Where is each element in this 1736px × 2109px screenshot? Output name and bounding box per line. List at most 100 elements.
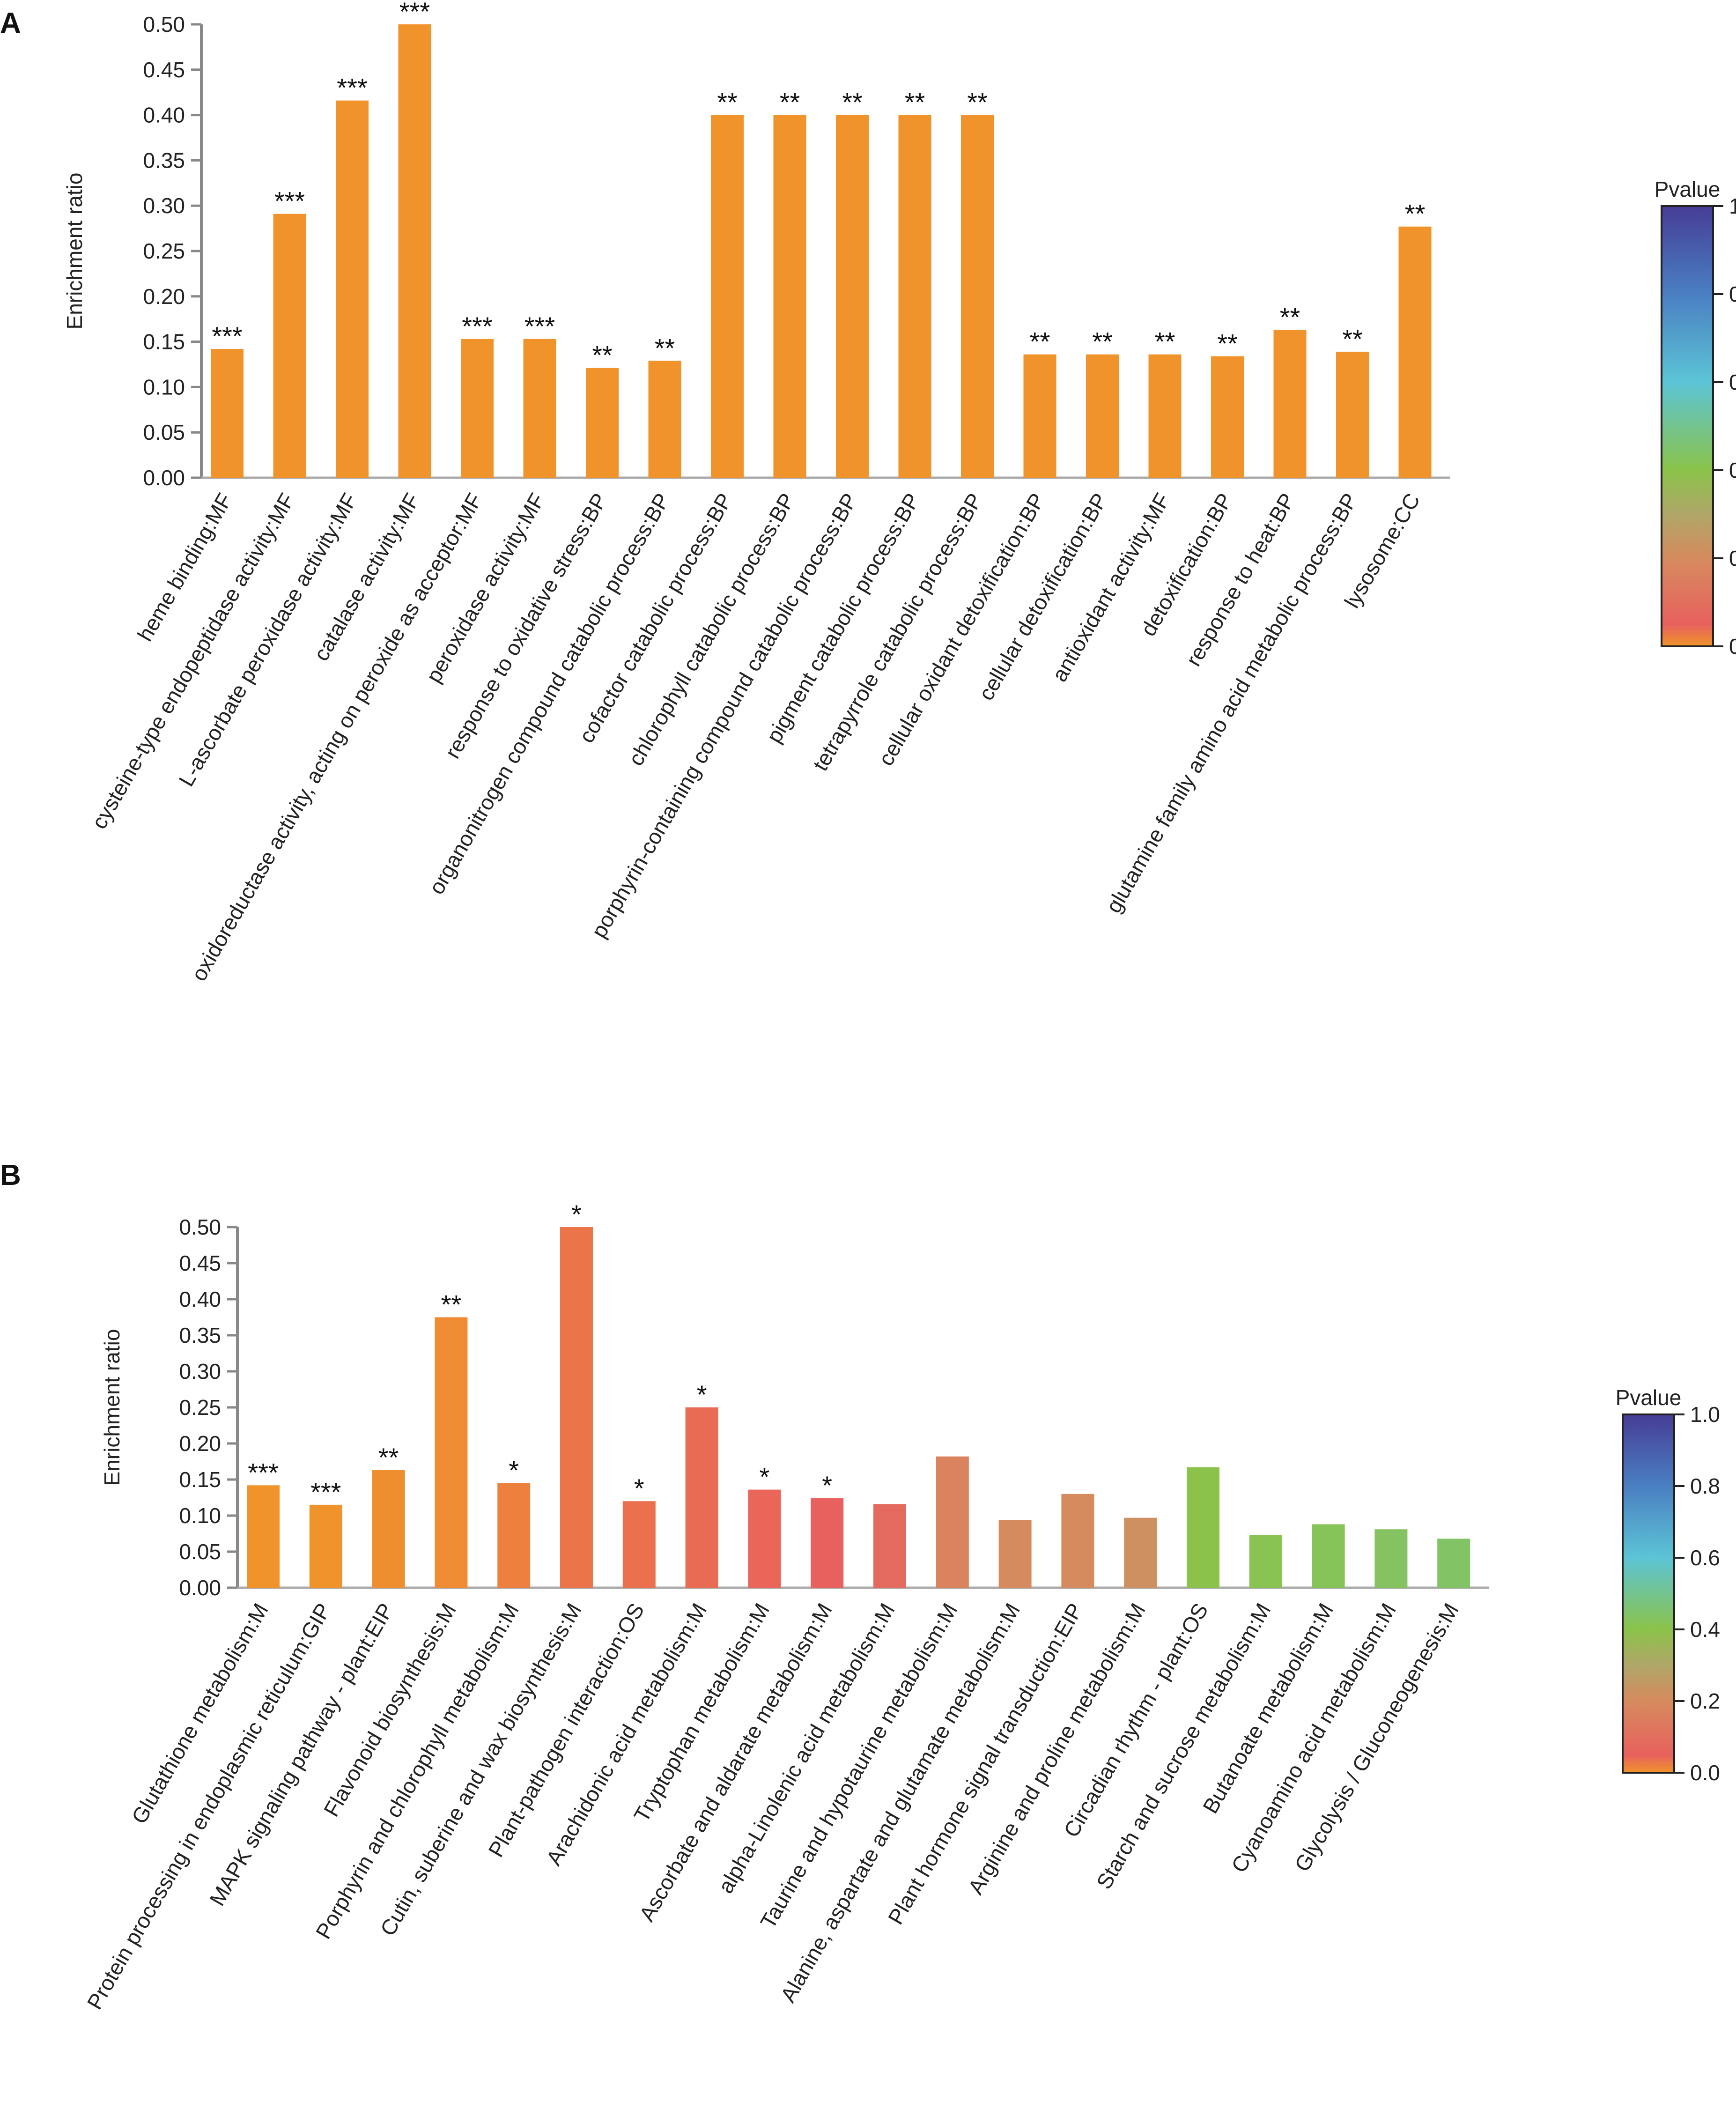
significance-label: ** (780, 88, 800, 117)
y-tick-label: 0.25 (143, 239, 185, 263)
colorbar-tick-label: 0.0 (1690, 1761, 1720, 1785)
category-label: antioxidant activity:MF (1047, 489, 1175, 686)
significance-label: *** (399, 0, 430, 26)
colorbar-tick-label: 0.8 (1690, 1474, 1720, 1498)
significance-label: ** (592, 340, 613, 370)
bar (998, 1520, 1032, 1588)
category-label: organonitrogen compound catabolic proces… (424, 489, 674, 898)
colorbar-tick-label: 0.8 (1729, 282, 1736, 306)
colorbar-tick-label: 1.0 (1729, 194, 1736, 218)
colorbar-tick-label: 1.0 (1690, 1402, 1720, 1427)
significance-label: *** (462, 311, 492, 341)
bar (1086, 354, 1119, 478)
bar (1187, 1467, 1219, 1588)
significance-label: ** (441, 1290, 462, 1319)
category-label: Protein processing in endoplasmic reticu… (82, 1599, 335, 2013)
bar (586, 368, 619, 478)
colorbar (1661, 205, 1714, 647)
bar (1437, 1539, 1470, 1588)
bar (748, 1489, 781, 1588)
colorbar-tick-label: 0.2 (1690, 1689, 1720, 1713)
significance-label: ** (1155, 327, 1175, 356)
significance-label: *** (274, 186, 305, 216)
y-tick-label: 0.15 (179, 1467, 221, 1492)
bar (898, 115, 931, 478)
bar (435, 1317, 468, 1588)
y-tick-label: 0.10 (143, 375, 185, 399)
y-axis-label: Enrichment ratio (100, 1329, 124, 1486)
y-tick-label: 0.40 (143, 103, 185, 127)
y-tick-label: 0.50 (179, 1215, 221, 1239)
significance-label: * (571, 1199, 582, 1229)
significance-label: ** (1217, 329, 1238, 358)
bar (398, 24, 431, 478)
significance-label: * (697, 1380, 707, 1409)
y-tick-label: 0.00 (179, 1576, 221, 1600)
bar (1211, 356, 1244, 478)
y-tick-label: 0.10 (179, 1503, 221, 1528)
category-label: peroxidase activity:MF (421, 489, 549, 687)
bar (685, 1407, 718, 1588)
panel-b: B 0.00 0.05 0.10 0.15 0.20 0.25 0.30 0.35 0.40 0.4… (0, 1159, 1720, 2013)
colorbar-title: Pvalue (1616, 1385, 1682, 1410)
y-tick-label: 0.35 (143, 148, 185, 172)
category-label: response to heat:BP (1181, 489, 1300, 670)
bar (1148, 354, 1182, 478)
significance-label: ** (1342, 324, 1363, 354)
panel-letter: B (0, 1159, 21, 1191)
colorbar-tick-label: 0.6 (1690, 1546, 1720, 1570)
colorbar-tick-label: 0.6 (1729, 370, 1736, 394)
colorbar-tick-label: 0.2 (1729, 546, 1736, 570)
colorbar-title: Pvalue (1655, 177, 1721, 201)
y-tick-label: 0.45 (179, 1251, 221, 1275)
significance-label: ** (1092, 327, 1113, 356)
bar (1061, 1494, 1094, 1588)
bar (1398, 226, 1432, 478)
significance-label: *** (337, 73, 367, 103)
significance-label: * (634, 1473, 644, 1503)
significance-label: ** (967, 88, 988, 117)
colorbar-tick-label: 0.4 (1729, 458, 1736, 482)
significance-label: * (760, 1462, 770, 1492)
significance-label: ** (905, 88, 925, 117)
y-axis-label: Enrichment ratio (62, 173, 87, 330)
significance-label: ** (1405, 199, 1426, 229)
bar (711, 115, 744, 478)
significance-label: ** (842, 88, 863, 117)
bar (461, 339, 494, 478)
bar (309, 1504, 342, 1588)
y-tick-label: 0.35 (179, 1323, 221, 1347)
bar (560, 1227, 593, 1588)
bar (811, 1498, 844, 1588)
bar (1124, 1517, 1157, 1588)
bar (211, 349, 244, 478)
y-tick-label: 0.20 (179, 1431, 221, 1456)
y-tick-label: 0.15 (143, 330, 185, 354)
y-tick-label: 0.00 (143, 466, 185, 490)
category-label: Alanine, aspartate and glutamate metabol… (776, 1599, 1025, 2006)
y-tick-label: 0.05 (143, 420, 185, 444)
bar (961, 115, 994, 478)
bar (1249, 1535, 1282, 1588)
colorbar-tick-label: 0.4 (1690, 1617, 1720, 1642)
significance-label: ** (1030, 327, 1050, 356)
colorbar (1622, 1413, 1675, 1774)
bar (247, 1485, 280, 1588)
significance-label: ** (378, 1443, 399, 1472)
panel-a: A 0.00 0.05 0.10 0.15 0.20 0.25 0.30 0.35 0.40 0.4… (0, 0, 1736, 985)
y-tick-label: 0.50 (143, 12, 185, 37)
bar (836, 115, 869, 478)
significance-label: ** (717, 88, 738, 117)
bar (497, 1483, 531, 1588)
bar (1374, 1529, 1408, 1588)
significance-label: * (509, 1456, 519, 1485)
bar (873, 1504, 906, 1588)
bar (622, 1501, 656, 1588)
y-tick-label: 0.20 (143, 284, 185, 309)
y-tick-label: 0.05 (179, 1539, 221, 1564)
y-tick-label: 0.45 (143, 58, 185, 82)
y-tick-label: 0.25 (179, 1395, 221, 1420)
bar (1273, 330, 1307, 478)
significance-label: * (822, 1471, 832, 1500)
bar (1336, 351, 1369, 478)
